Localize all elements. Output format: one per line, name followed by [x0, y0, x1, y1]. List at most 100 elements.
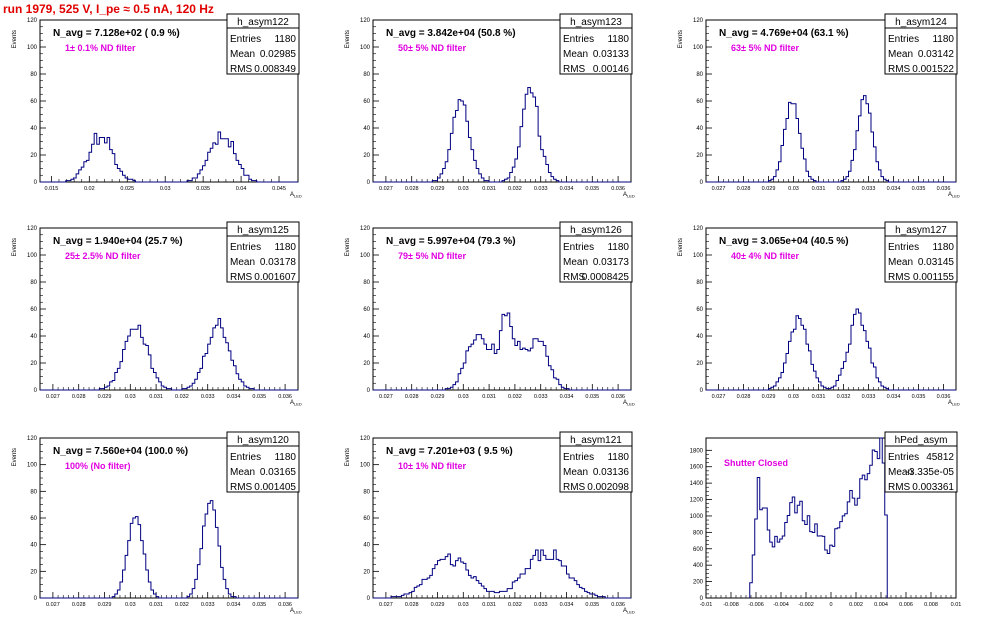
- y-tick-label: 100: [27, 45, 38, 51]
- y-tick-label: 20: [696, 153, 703, 159]
- y-tick-label: 1800: [690, 448, 704, 454]
- stats-box: [884, 27, 958, 75]
- x-tick-label: 0.036: [278, 602, 292, 608]
- histogram-series: [373, 87, 631, 183]
- x-tick-label: 0.028: [737, 186, 751, 192]
- stat-value: 1180: [274, 242, 296, 253]
- x-tick-label: 0.035: [585, 186, 599, 192]
- y-tick-label: 80: [30, 72, 37, 78]
- stat-value: 0.001155: [913, 272, 954, 283]
- filter-label: 10± 1% ND filter: [398, 461, 466, 471]
- y-tick-label: 0: [700, 180, 704, 186]
- histogram-series: [373, 312, 631, 391]
- stat-value: 0.03165: [260, 467, 297, 478]
- x-tick-label: 0.031: [149, 602, 163, 608]
- x-tick-label: 0.032: [175, 394, 189, 400]
- stat-label: Mean: [230, 257, 255, 268]
- y-tick-label: 120: [360, 436, 371, 442]
- y-tick-label: 40: [696, 334, 703, 340]
- stats-title: h_asym127: [895, 225, 947, 236]
- n-avg-label: N_avg = 7.128e+02 ( 0.9 %): [53, 28, 180, 39]
- y-tick-label: 1200: [690, 498, 704, 504]
- x-tick-label: 0.035: [252, 394, 266, 400]
- x-tick-label: 0.027: [379, 186, 393, 192]
- stats-title: h_asym120: [237, 435, 289, 446]
- x-tick-label: 0.032: [175, 602, 189, 608]
- x-tick-label: 0.033: [201, 602, 215, 608]
- y-tick-label: 20: [30, 153, 37, 159]
- stat-value: 0.001522: [912, 64, 954, 75]
- x-tick-label: 0.045: [272, 186, 286, 192]
- stat-label: RMS: [563, 272, 586, 283]
- stat-label: Entries: [563, 242, 594, 253]
- histogram-series: [40, 500, 298, 599]
- x-tick-label: 0.033: [862, 394, 876, 400]
- stat-label: Mean: [563, 257, 588, 268]
- x-tick-label: 0.027: [379, 602, 393, 608]
- x-tick-label: 0.036: [611, 394, 625, 400]
- filter-label: 50± 5% ND filter: [398, 43, 466, 53]
- histogram-series: [373, 549, 631, 599]
- stats-title: h_asym124: [895, 17, 947, 28]
- stat-label: Mean: [230, 467, 255, 478]
- stats-title: h_asym121: [570, 435, 622, 446]
- stat-value: 1180: [932, 242, 954, 253]
- stats-box: [226, 235, 300, 283]
- stat-label: RMS: [563, 64, 586, 75]
- n-avg-label: N_avg = 3.842e+04 (50.8 %): [386, 28, 516, 39]
- x-tick-label: 0.006: [899, 602, 913, 608]
- filter-label: Shutter Closed: [724, 458, 788, 468]
- x-tick-label: 0.027: [379, 394, 393, 400]
- x-tick-label: 0.032: [837, 186, 851, 192]
- stat-value: 0.03133: [593, 49, 630, 60]
- stat-value: 0.02985: [260, 49, 297, 60]
- stat-label: Mean: [563, 49, 588, 60]
- x-tick-label: -0.002: [798, 602, 814, 608]
- x-tick-label: 0.029: [431, 394, 445, 400]
- x-tick-label: 0.032: [508, 394, 522, 400]
- x-tick-label: 0.033: [201, 394, 215, 400]
- y-tick-label: 100: [693, 253, 704, 259]
- stat-label: Entries: [230, 452, 261, 463]
- hist-panel-hPed_asym: 0 200 400 600 800 1000 1200 1400 1600 1800 -0.01 -0…: [690, 431, 961, 608]
- x-tick-label: 0.035: [585, 394, 599, 400]
- x-axis-label: ALED: [290, 192, 302, 199]
- stat-label: Entries: [888, 34, 919, 45]
- stat-label: Mean: [563, 467, 588, 478]
- y-axis-label: Events: [678, 238, 684, 256]
- x-tick-label: 0.03: [160, 186, 171, 192]
- y-tick-label: 1600: [690, 465, 704, 471]
- filter-label: 1± 0.1% ND filter: [65, 43, 136, 53]
- y-tick-label: 20: [363, 153, 370, 159]
- x-tick-label: 0.04: [236, 186, 247, 192]
- y-axis-label: Events: [12, 448, 18, 466]
- filter-label: 25± 2.5% ND filter: [65, 251, 141, 261]
- x-tick-label: 0.002: [849, 602, 863, 608]
- y-tick-label: 0: [700, 596, 704, 602]
- y-tick-label: 800: [693, 530, 704, 536]
- stats-title: hPed_asym: [895, 435, 948, 446]
- y-tick-label: 100: [693, 45, 704, 51]
- x-tick-label: 0.027: [712, 394, 726, 400]
- y-tick-label: 0: [34, 180, 38, 186]
- y-tick-label: 120: [360, 18, 371, 24]
- n-avg-label: N_avg = 7.201e+03 ( 9.5 %): [386, 446, 513, 457]
- y-tick-label: 60: [30, 307, 37, 313]
- stat-label: RMS: [563, 482, 586, 493]
- x-tick-label: 0.034: [227, 394, 241, 400]
- stat-value: 0.002098: [587, 482, 629, 493]
- x-tick-label: 0.035: [912, 186, 926, 192]
- y-tick-label: 40: [363, 543, 370, 549]
- hist-panel-h_asym123: 0 20 40 60 80 100 120 0.027 0.028 0.029 0.03 0.031 0…: [345, 13, 635, 199]
- y-tick-label: 40: [363, 334, 370, 340]
- y-tick-label: 20: [30, 569, 37, 575]
- n-avg-label: N_avg = 3.065e+04 (40.5 %): [719, 236, 849, 247]
- x-tick-label: 0.028: [405, 186, 419, 192]
- x-tick-label: 0.008: [924, 602, 938, 608]
- x-tick-label: 0.027: [46, 394, 60, 400]
- y-tick-label: 80: [30, 280, 37, 286]
- n-avg-label: N_avg = 1.940e+04 (25.7 %): [53, 236, 183, 247]
- stat-value: 1180: [607, 242, 629, 253]
- y-tick-label: 40: [363, 126, 370, 132]
- y-tick-label: 120: [27, 18, 38, 24]
